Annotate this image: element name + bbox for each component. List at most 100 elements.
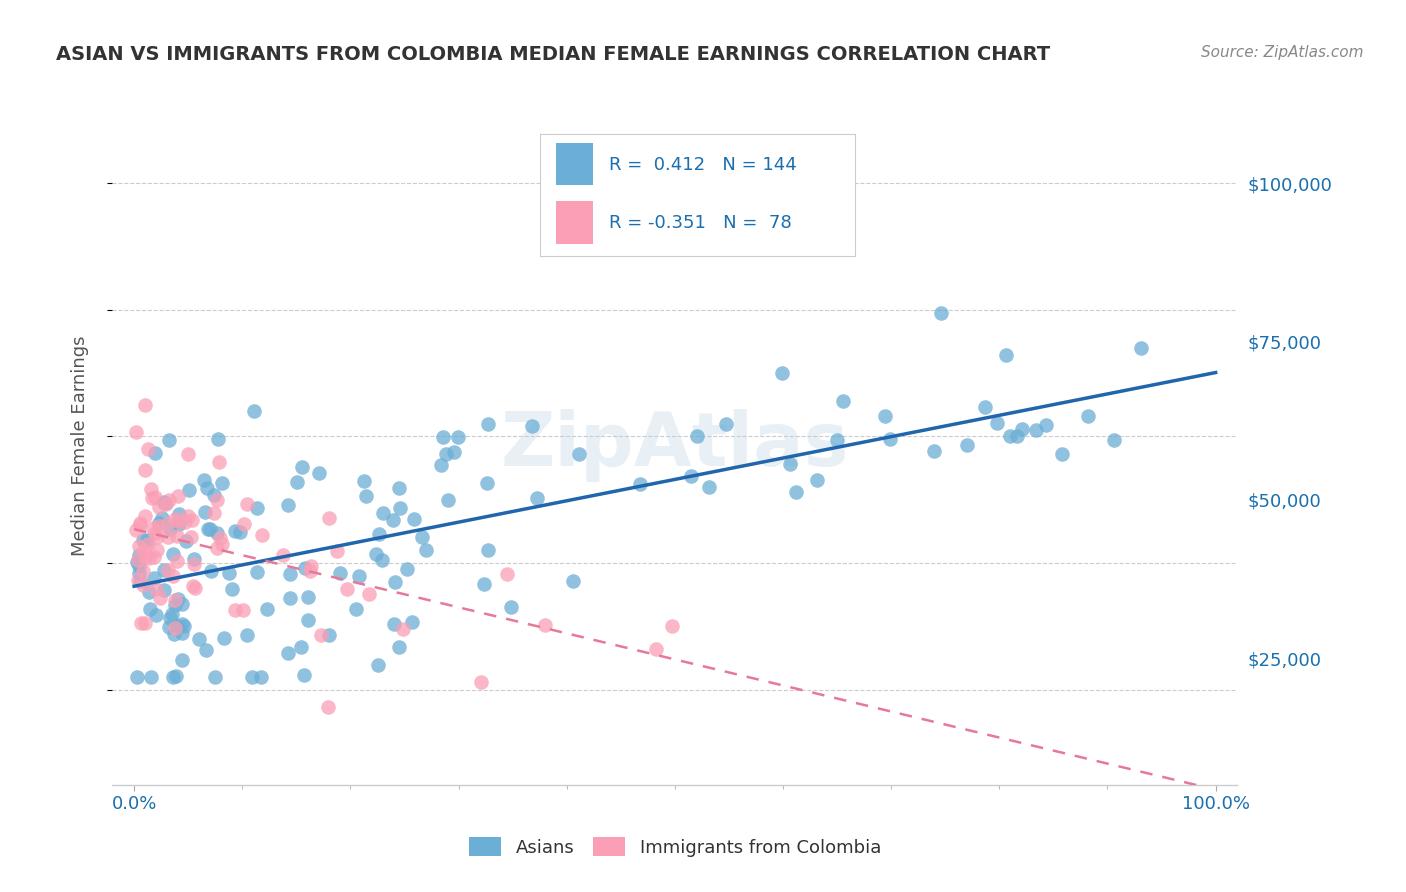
- Point: [326, 543, 349, 558]
- Point: [167, 516, 190, 531]
- Point: [364, 547, 387, 561]
- Point: [148, 516, 170, 530]
- Point: [472, 576, 495, 591]
- Point: [534, 618, 557, 632]
- Point: [568, 447, 591, 461]
- Point: [162, 670, 184, 684]
- Point: [142, 521, 165, 535]
- Point: [134, 549, 156, 564]
- Point: [232, 603, 254, 617]
- Point: [661, 618, 683, 632]
- Point: [136, 537, 159, 551]
- Point: [250, 527, 273, 541]
- Point: [166, 529, 188, 543]
- Point: [371, 552, 394, 566]
- Point: [359, 586, 381, 600]
- Point: [143, 446, 166, 460]
- Point: [389, 501, 412, 516]
- Point: [240, 670, 263, 684]
- Point: [922, 444, 945, 458]
- Point: [134, 509, 156, 524]
- Point: [170, 653, 193, 667]
- Point: [354, 489, 377, 503]
- Point: [194, 643, 217, 657]
- Point: [125, 425, 148, 439]
- Point: [806, 473, 828, 487]
- Point: [697, 479, 720, 493]
- Point: [994, 348, 1017, 362]
- Point: [645, 642, 668, 657]
- Point: [150, 511, 173, 525]
- Point: [128, 517, 150, 532]
- Point: [163, 598, 186, 612]
- Point: [986, 416, 1008, 430]
- Point: [159, 611, 181, 625]
- Point: [193, 473, 215, 487]
- Point: [134, 463, 156, 477]
- Point: [156, 530, 179, 544]
- Legend: Asians, Immigrants from Colombia: Asians, Immigrants from Colombia: [461, 830, 889, 864]
- Point: [163, 621, 186, 635]
- Point: [143, 490, 166, 504]
- Point: [129, 574, 152, 588]
- Point: [388, 481, 411, 495]
- Point: [132, 533, 155, 547]
- Point: [204, 670, 226, 684]
- Point: [149, 591, 172, 606]
- Point: [174, 515, 197, 529]
- Point: [250, 670, 273, 684]
- Point: [477, 543, 499, 558]
- Point: [128, 540, 150, 554]
- Point: [146, 530, 169, 544]
- Point: [139, 482, 162, 496]
- Point: [174, 533, 197, 548]
- Point: [138, 602, 160, 616]
- Point: [128, 516, 150, 530]
- Point: [183, 581, 205, 595]
- Point: [172, 598, 194, 612]
- Point: [157, 433, 180, 447]
- Point: [1035, 417, 1057, 432]
- Point: [287, 475, 309, 489]
- Text: ASIAN VS IMMIGRANTS FROM COLOMBIA MEDIAN FEMALE EARNINGS CORRELATION CHART: ASIAN VS IMMIGRANTS FROM COLOMBIA MEDIAN…: [56, 45, 1050, 63]
- Point: [139, 670, 162, 684]
- Point: [138, 550, 160, 565]
- Point: [141, 491, 163, 505]
- Point: [148, 519, 170, 533]
- Point: [308, 466, 330, 480]
- Point: [477, 417, 499, 431]
- Point: [404, 511, 426, 525]
- Point: [224, 524, 246, 539]
- Point: [499, 600, 522, 615]
- Point: [127, 553, 149, 567]
- Point: [382, 616, 405, 631]
- Point: [956, 438, 979, 452]
- Point: [271, 548, 294, 562]
- Point: [309, 628, 332, 642]
- Point: [430, 458, 453, 473]
- Point: [229, 524, 252, 539]
- Point: [294, 668, 316, 682]
- Point: [128, 549, 150, 563]
- Point: [772, 366, 794, 380]
- Point: [381, 513, 404, 527]
- Point: [681, 469, 703, 483]
- Point: [163, 593, 186, 607]
- Point: [1104, 433, 1126, 447]
- Point: [344, 602, 367, 616]
- Point: [1025, 423, 1047, 437]
- Point: [194, 506, 217, 520]
- Point: [779, 457, 801, 471]
- Point: [298, 564, 321, 578]
- Point: [156, 563, 179, 577]
- Point: [153, 495, 176, 509]
- Point: [879, 432, 901, 446]
- Point: [243, 404, 266, 418]
- Point: [132, 578, 155, 592]
- Point: [181, 513, 204, 527]
- Point: [157, 492, 180, 507]
- Point: [470, 674, 492, 689]
- Point: [291, 460, 314, 475]
- Point: [197, 522, 219, 536]
- Point: [1130, 341, 1153, 355]
